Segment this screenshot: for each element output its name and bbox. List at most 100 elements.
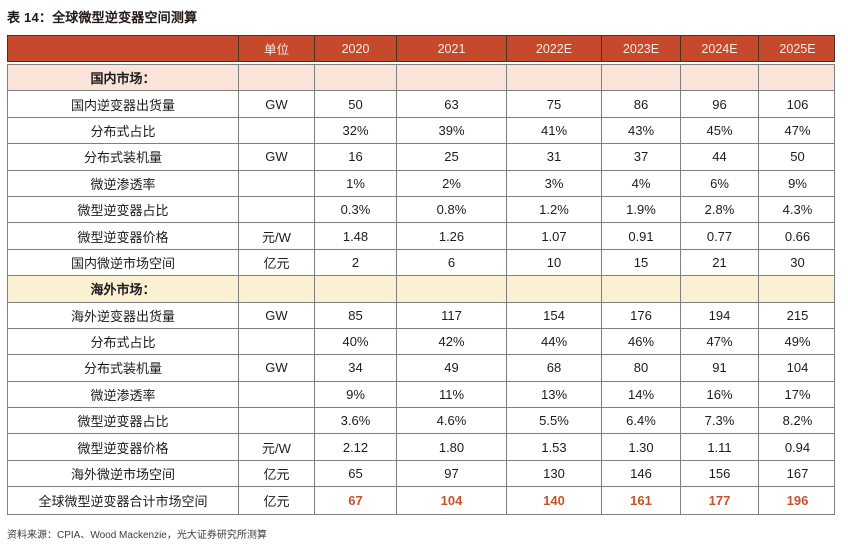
value-cell: 75 [507, 91, 602, 117]
unit-cell [239, 408, 315, 434]
value-cell [681, 276, 759, 302]
header-cell-2025e: 2025E [779, 41, 816, 56]
row-label-cell: 微型逆变器占比 [8, 196, 239, 223]
value-cell: 16% [681, 381, 759, 408]
value-cell: 9% [788, 175, 807, 191]
value-cell: 2.12 [315, 434, 397, 460]
row-label-cell: 分布式装机量 [8, 355, 239, 381]
table-header-row: 单位 2020 2021 2022E 2023E 2024E 2025E [7, 35, 835, 62]
value-cell: 1.07 [507, 223, 602, 249]
value-cell: 0.3% [315, 196, 397, 223]
unit-cell [239, 276, 315, 302]
header-cell-2023e: 2023E [602, 36, 681, 61]
value-cell: 3% [507, 170, 602, 196]
value-cell: 2.8% [681, 196, 759, 223]
total-row: 全球微型逆变器合计市场空间 亿元 67 104 140 161 177 196 [8, 487, 834, 514]
table-row: 分布式占比 32% 39% 41% 43% 45% 47% [8, 117, 834, 145]
value-cell: 2 [315, 249, 397, 276]
unit-cell: 亿元 [239, 249, 315, 276]
value-cell: 41% [507, 117, 602, 144]
value-cell: 17% [784, 386, 811, 402]
value-cell: 130 [507, 460, 602, 487]
row-label-cell: 国内微逆市场空间 [8, 249, 239, 276]
value-cell: 49 [397, 355, 507, 381]
value-cell: 4% [602, 170, 681, 196]
value-cell: 16 [315, 144, 397, 170]
row-label-cell: 海外微逆市场空间 [8, 460, 239, 487]
value-cell [507, 65, 602, 91]
value-cell: 67 [315, 487, 397, 514]
value-cell: 215 [786, 307, 809, 323]
table-row: 微逆渗透率 1% 2% 3% 4% 6% 9% [8, 170, 834, 197]
value-cell: 39% [397, 117, 507, 144]
value-cell: 196 [786, 492, 809, 508]
value-cell: 146 [602, 460, 681, 487]
unit-cell: 亿元 [239, 487, 315, 514]
value-cell: 42% [397, 328, 507, 355]
row-label-cell: 微逆渗透率 [8, 170, 239, 196]
value-cell: 14% [602, 381, 681, 408]
value-cell: 1.30 [602, 434, 681, 460]
header-cell-2022e: 2022E [507, 36, 602, 61]
value-cell: 1.48 [315, 223, 397, 249]
value-cell: 104 [397, 487, 507, 514]
table-row: 微型逆变器价格 元/W 2.12 1.80 1.53 1.30 1.11 0.94 [8, 434, 834, 461]
unit-cell [239, 196, 315, 223]
value-cell: 10 [507, 249, 602, 276]
table-body: 国内市场： 国内逆变器出货量 GW 50 63 75 86 96 106 分布式占比 32% 39% 4… [7, 64, 835, 515]
value-cell: 25 [397, 144, 507, 170]
row-label-cell: 分布式占比 [8, 117, 239, 144]
value-cell: 104 [786, 360, 809, 376]
value-cell: 1.11 [681, 434, 759, 460]
unit-cell: 元/W [239, 434, 315, 460]
value-cell [397, 276, 507, 302]
row-label-cell: 全球微型逆变器合计市场空间 [8, 487, 239, 514]
section-row: 国内市场： [8, 65, 836, 92]
table-row: 海外逆变器出货量 GW 85 117 154 176 194 215 [8, 302, 834, 329]
value-cell: 37 [602, 144, 681, 170]
row-label-cell: 国内市场： [8, 65, 239, 91]
value-cell: 46% [602, 328, 681, 355]
unit-cell [239, 117, 315, 144]
header-cell-2024e: 2024E [681, 36, 759, 61]
value-cell: 4.6% [397, 408, 507, 434]
row-label-cell: 国内逆变器出货量 [8, 91, 239, 117]
table-row: 微逆渗透率 9% 11% 13% 14% 16% 17% [8, 381, 834, 409]
unit-cell: GW [239, 144, 315, 170]
value-cell: 47% [784, 122, 811, 138]
source-note: 资料来源：CPIA、Wood Mackenzie，光大证券研究所测算 [7, 529, 267, 541]
header-cell-2020: 2020 [315, 36, 397, 61]
value-cell: 1% [315, 170, 397, 196]
value-cell [507, 276, 602, 302]
value-cell [602, 276, 681, 302]
value-cell: 11% [397, 381, 507, 408]
table-row: 微型逆变器价格 元/W 1.48 1.26 1.07 0.91 0.77 0.66 [8, 223, 834, 250]
value-cell: 4.3% [782, 202, 813, 218]
table-row: 国内微逆市场空间 亿元 2 6 10 15 21 30 [8, 249, 834, 277]
unit-cell: 亿元 [239, 460, 315, 487]
value-cell: 7.3% [681, 408, 759, 434]
value-cell: 8.2% [782, 413, 813, 429]
row-label-cell: 分布式占比 [8, 328, 239, 355]
value-cell: 85 [315, 302, 397, 328]
value-cell: 13% [507, 381, 602, 408]
value-cell: 161 [602, 487, 681, 514]
value-cell: 176 [602, 302, 681, 328]
value-cell [759, 65, 836, 90]
table-row: 分布式占比 40% 42% 44% 46% 47% 49% [8, 328, 834, 356]
value-cell: 21 [681, 249, 759, 276]
unit-cell: GW [239, 302, 315, 328]
value-cell: 80 [602, 355, 681, 381]
value-cell: 0.94 [784, 439, 811, 455]
value-cell: 32% [315, 117, 397, 144]
value-cell: 194 [681, 302, 759, 328]
row-label-cell: 分布式装机量 [8, 144, 239, 170]
market-table: 单位 2020 2021 2022E 2023E 2024E 2025E 国内市… [7, 35, 835, 515]
row-label-cell: 微逆渗透率 [8, 381, 239, 408]
value-cell: 6 [397, 249, 507, 276]
value-cell: 49% [784, 334, 811, 350]
value-cell: 1.9% [602, 196, 681, 223]
value-cell: 34 [315, 355, 397, 381]
value-cell: 86 [602, 91, 681, 117]
value-cell: 1.26 [397, 223, 507, 249]
